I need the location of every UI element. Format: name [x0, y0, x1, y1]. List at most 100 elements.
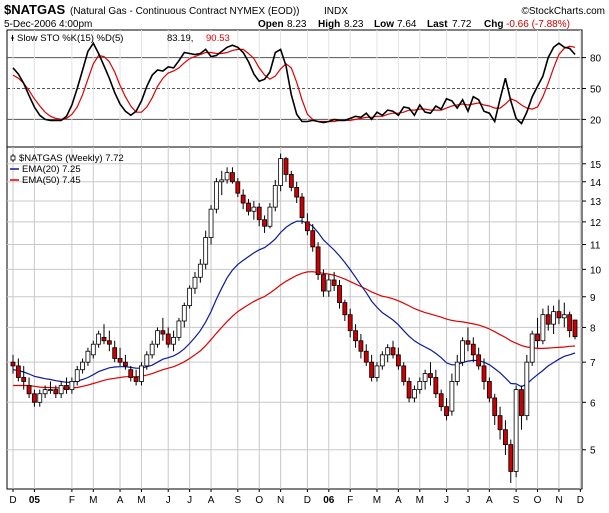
price-tick-label: 13 — [590, 197, 602, 208]
candle-down — [572, 319, 578, 338]
high-label: High — [318, 19, 340, 30]
price-tick-label: 11 — [590, 241, 601, 252]
price-tick-label: 9 — [590, 293, 596, 304]
candle-up — [96, 333, 102, 345]
candle-down — [358, 340, 364, 352]
candle-down — [283, 158, 289, 175]
candle-down — [123, 361, 128, 367]
candle-up — [272, 185, 278, 208]
candle-up — [513, 389, 519, 472]
candle-up — [529, 333, 535, 363]
price-tick-label: 5 — [590, 446, 596, 457]
price-panel-frame — [6, 146, 583, 490]
high-value: 8.23 — [344, 19, 364, 30]
x-tick-label: J — [465, 495, 470, 506]
candle-up — [58, 385, 64, 395]
candle-up — [80, 361, 85, 371]
candle-down — [133, 377, 139, 382]
candle-down — [486, 381, 492, 399]
candle-up — [224, 172, 230, 181]
candle-down — [476, 354, 482, 367]
candle-down — [342, 302, 348, 316]
price-legend-label: EMA(20) 7.25 — [22, 164, 81, 175]
candle-up — [144, 354, 150, 367]
x-tick-label: J — [166, 495, 171, 506]
price-tick-label: 8 — [590, 323, 596, 334]
candle-up — [460, 340, 466, 363]
candle-down — [240, 194, 246, 204]
candle-down — [294, 186, 300, 198]
candle-down — [390, 347, 396, 356]
candle-up — [69, 381, 75, 390]
x-tick-label: M — [373, 495, 381, 506]
candle-up — [449, 381, 455, 412]
candle-down — [508, 444, 514, 472]
candle-up — [524, 361, 530, 417]
price-legend-candle-body — [10, 155, 16, 161]
stochastic-legend-label: Slow STO %K(15) %D(5) — [17, 33, 123, 44]
candle-down — [10, 361, 16, 367]
candle-down — [395, 354, 401, 367]
candles — [10, 153, 578, 484]
x-tick-label: N — [277, 495, 284, 506]
candle-down — [128, 369, 134, 378]
candle-down — [15, 365, 21, 378]
candle-up — [42, 389, 48, 395]
stochastic-k-value: 83.19, — [167, 33, 193, 44]
candle-down — [112, 347, 118, 359]
candle-down — [299, 196, 305, 218]
price-gridlines — [7, 147, 582, 489]
candle-up — [171, 336, 176, 345]
candle-down — [21, 377, 27, 382]
candle-up — [278, 158, 284, 186]
last-value: 7.72 — [452, 19, 472, 30]
open-label: Open — [258, 19, 284, 30]
candle-down — [497, 415, 503, 431]
last-label: Last — [427, 19, 448, 30]
x-tick-label: M — [137, 495, 145, 506]
candle-up — [540, 314, 546, 342]
candle-up — [181, 305, 187, 322]
x-tick-label: 06 — [323, 495, 335, 506]
candle-up — [219, 179, 225, 183]
candle-up — [155, 330, 160, 345]
stochastic-tick-label: 20 — [590, 115, 602, 126]
candle-up — [422, 373, 428, 382]
candle-down — [288, 174, 294, 188]
x-tick-label: J — [444, 495, 449, 506]
stochastic-series — [12, 41, 576, 125]
x-tick-label: A — [208, 495, 215, 506]
price-tick-label: 14 — [590, 178, 602, 189]
candle-down — [310, 230, 316, 248]
candle-up — [208, 208, 214, 238]
candle-up — [197, 263, 203, 278]
candle-down — [428, 373, 433, 378]
candle-up — [379, 354, 385, 367]
candle-down — [331, 279, 337, 286]
candle-up — [192, 276, 198, 289]
candle-down — [492, 397, 498, 417]
x-tick-label: A — [395, 495, 402, 506]
candle-up — [149, 343, 155, 356]
ema50-line — [13, 271, 576, 390]
candle-down — [246, 202, 251, 212]
x-tick-label: D — [577, 495, 584, 506]
chg-label: Chg — [484, 19, 503, 30]
candle-up — [48, 389, 53, 391]
candle-down — [470, 343, 476, 356]
candle-down — [32, 393, 37, 403]
price-tick-label: 15 — [590, 160, 602, 171]
candle-up — [454, 361, 460, 382]
stochastic-d-value: 90.53 — [206, 33, 230, 44]
candle-down — [481, 365, 487, 382]
x-tick-label: N — [555, 495, 562, 506]
candle-down — [545, 314, 551, 325]
low-label: Low — [374, 19, 394, 30]
candle-down — [117, 358, 123, 363]
ema20-line — [12, 220, 576, 388]
open-value: 8.23 — [287, 19, 307, 30]
candle-up — [187, 287, 193, 306]
